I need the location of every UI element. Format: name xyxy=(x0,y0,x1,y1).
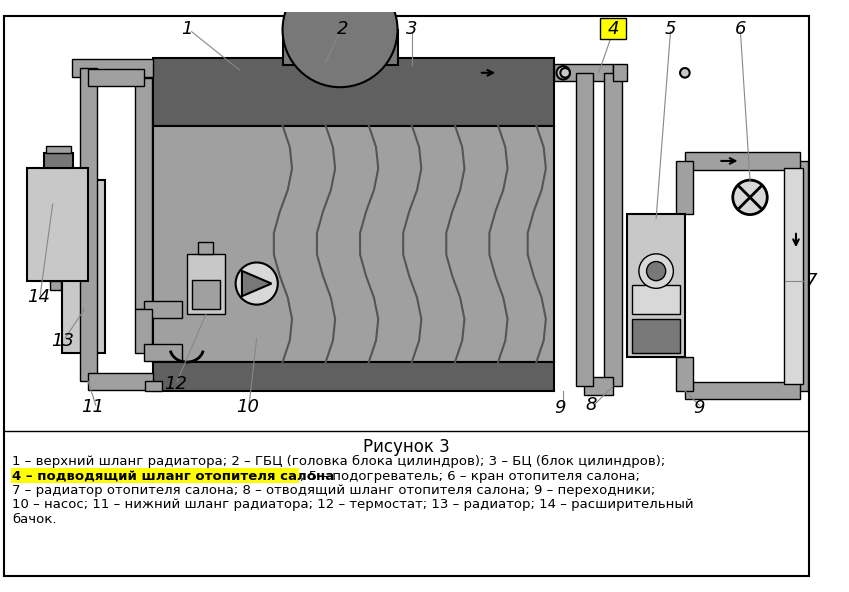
Bar xyxy=(88,372,154,390)
Bar xyxy=(633,319,680,352)
Bar xyxy=(12,468,299,483)
Text: 13: 13 xyxy=(51,332,74,350)
Bar xyxy=(50,281,61,290)
Text: 10: 10 xyxy=(236,398,259,416)
Text: 5: 5 xyxy=(665,20,677,38)
Circle shape xyxy=(733,180,767,214)
Bar xyxy=(62,180,105,352)
Text: бачок.: бачок. xyxy=(13,513,57,526)
Bar xyxy=(27,168,88,281)
Text: Рисунок 3: Рисунок 3 xyxy=(363,438,449,456)
Text: 2: 2 xyxy=(337,20,349,38)
Bar xyxy=(154,59,554,126)
Bar xyxy=(283,30,397,65)
Bar xyxy=(143,301,182,318)
Text: 14: 14 xyxy=(27,288,50,306)
Bar xyxy=(677,161,694,214)
Bar xyxy=(187,254,225,314)
Bar xyxy=(144,381,162,391)
Bar xyxy=(154,126,554,362)
Bar xyxy=(677,358,694,391)
Text: 9: 9 xyxy=(694,399,705,417)
Text: 4 – подводящий шланг отопителя салона: 4 – подводящий шланг отопителя салона xyxy=(13,469,335,482)
Bar xyxy=(685,152,800,169)
Bar xyxy=(627,214,685,358)
Polygon shape xyxy=(242,271,272,296)
Bar xyxy=(143,344,182,361)
Text: 9: 9 xyxy=(554,399,566,417)
Text: 7: 7 xyxy=(806,272,817,289)
Bar xyxy=(135,78,152,310)
Text: 7 – радиатор отопителя салона; 8 – отводящий шланг отопителя салона; 9 – переход: 7 – радиатор отопителя салона; 8 – отвод… xyxy=(13,484,655,497)
Bar xyxy=(88,69,143,86)
Bar xyxy=(44,153,73,168)
Text: 6: 6 xyxy=(734,20,746,38)
Text: 3: 3 xyxy=(406,20,418,38)
Bar xyxy=(604,73,621,386)
Text: 11: 11 xyxy=(82,398,104,416)
Text: 8: 8 xyxy=(585,396,597,414)
Bar xyxy=(135,310,152,352)
Text: 10 – насос; 11 – нижний шланг радиатора; 12 – термостат; 13 – радиатор; 14 – рас: 10 – насос; 11 – нижний шланг радиатора;… xyxy=(13,498,694,511)
Bar xyxy=(599,18,627,39)
Bar xyxy=(633,285,680,314)
Circle shape xyxy=(560,68,570,78)
Bar xyxy=(784,168,802,384)
Text: 12: 12 xyxy=(164,375,187,393)
Bar xyxy=(199,242,212,254)
Text: 4: 4 xyxy=(607,20,619,38)
Bar xyxy=(154,362,554,391)
Circle shape xyxy=(647,262,666,281)
Text: ; 5 – подогреватель; 6 – кран отопителя салона;: ; 5 – подогреватель; 6 – кран отопителя … xyxy=(300,469,639,482)
Circle shape xyxy=(556,66,570,79)
Circle shape xyxy=(680,68,689,78)
Bar xyxy=(613,64,627,82)
Bar xyxy=(576,73,593,386)
Bar xyxy=(192,279,220,310)
Text: 1 – верхний шланг радиатора; 2 – ГБЦ (головка блока цилиндров); 3 – БЦ (блок цил: 1 – верхний шланг радиатора; 2 – ГБЦ (го… xyxy=(13,455,666,468)
Circle shape xyxy=(639,254,673,288)
Bar xyxy=(554,64,613,82)
Bar xyxy=(685,382,800,400)
Bar xyxy=(80,68,97,381)
Bar xyxy=(584,378,613,395)
Circle shape xyxy=(236,262,278,305)
Bar xyxy=(46,146,70,153)
Bar xyxy=(791,161,808,391)
Bar xyxy=(72,59,154,76)
Text: 1: 1 xyxy=(181,20,193,38)
Circle shape xyxy=(283,0,397,87)
